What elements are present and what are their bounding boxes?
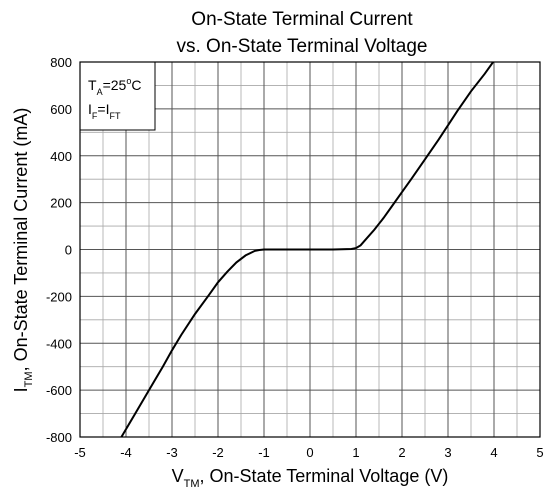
- x-tick-label: 3: [444, 445, 451, 460]
- y-axis-label: ITM, On-State Terminal Current (mA): [11, 108, 35, 393]
- x-tick-label: -2: [212, 445, 224, 460]
- y-tick-label: -800: [46, 430, 72, 445]
- x-tick-label: -1: [258, 445, 270, 460]
- x-tick-label: 1: [352, 445, 359, 460]
- y-tick-labels: 800 600 400 200 0 -200 -400 -600 -800: [46, 55, 72, 445]
- condition-current: IF=IFT: [88, 101, 121, 121]
- chart-title: On-State Terminal Current vs. On-State T…: [177, 9, 428, 57]
- x-tick-label: -3: [166, 445, 178, 460]
- y-tick-label: -600: [46, 383, 72, 398]
- y-tick-label: 200: [50, 196, 72, 211]
- x-tick-label: -4: [120, 445, 132, 460]
- y-tick-label: 0: [65, 243, 72, 258]
- series-line: [120, 62, 495, 437]
- plot-frame: [79, 61, 541, 438]
- y-tick-label: -400: [46, 336, 72, 351]
- y-tick-label: 800: [50, 55, 72, 70]
- conditions-box: TA=25oC IF=IFT: [79, 61, 156, 131]
- x-tick-label: 4: [490, 445, 497, 460]
- chart-title-line1: On-State Terminal Current: [191, 9, 413, 30]
- x-tick-labels: -5 -4 -3 -2 -1 0 1 2 3 4 5: [74, 445, 543, 460]
- x-tick-label: 0: [306, 445, 313, 460]
- x-axis-label: VTM, On-State Terminal Voltage (V): [172, 466, 449, 488]
- condition-temperature: TA=25oC: [88, 76, 141, 97]
- x-tick-label: 5: [536, 445, 543, 460]
- y-tick-label: -200: [46, 289, 72, 304]
- y-tick-label: 400: [50, 149, 72, 164]
- chart-title-line2: vs. On-State Terminal Voltage: [177, 36, 428, 57]
- y-tick-label: 600: [50, 102, 72, 117]
- x-tick-label: -5: [74, 445, 86, 460]
- x-tick-label: 2: [398, 445, 405, 460]
- conditions-box-frame: [79, 61, 156, 131]
